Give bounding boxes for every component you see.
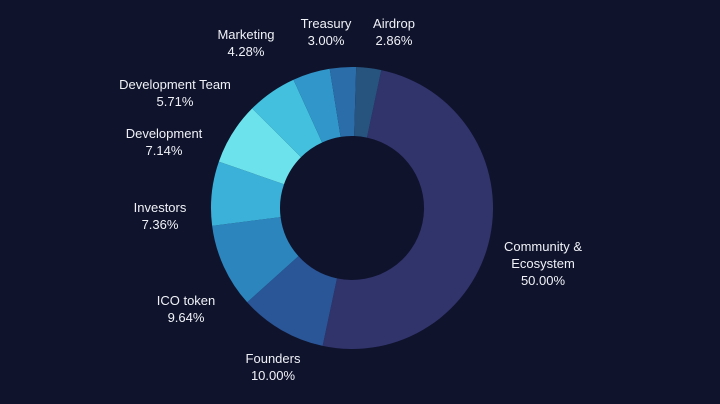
label-community-ecosystem-value: 50.00% (520, 273, 566, 288)
label-ico-token-name: ICO token (156, 293, 216, 308)
label-marketing-name: Marketing (217, 27, 275, 42)
label-airdrop-name: Airdrop (373, 16, 415, 31)
slice-development-team (252, 79, 323, 158)
slice-ico-token (212, 217, 299, 303)
label-founders-name: Founders (245, 351, 301, 366)
slice-community-ecosystem (322, 70, 494, 350)
label-development-value: 7.14% (145, 143, 183, 158)
label-airdrop-value: 2.86% (375, 33, 413, 48)
label-treasury: Treasury 3.00% (301, 15, 352, 49)
label-development-team-value: 5.71% (156, 94, 194, 109)
label-founders: Founders 10.00% (246, 350, 301, 384)
slice-airdrop (354, 67, 382, 138)
slice-investors (211, 161, 285, 226)
label-founders-value: 10.00% (250, 368, 296, 383)
label-community-ecosystem-name: Community & Ecosystem (503, 239, 583, 271)
label-marketing: Marketing 4.28% (217, 26, 274, 60)
label-marketing-value: 4.28% (227, 44, 265, 59)
slice-treasury (329, 66, 357, 137)
label-investors: Investors 7.36% (134, 199, 187, 233)
label-investors-value: 7.36% (141, 217, 179, 232)
label-investors-name: Investors (133, 200, 187, 215)
label-community-ecosystem: Community & Ecosystem 50.00% (504, 238, 582, 289)
label-airdrop: Airdrop 2.86% (373, 15, 415, 49)
label-ico-token: ICO token 9.64% (157, 292, 216, 326)
label-development-team-name: Development Team (119, 77, 231, 92)
label-development-name: Development (125, 126, 203, 141)
label-treasury-name: Treasury (300, 16, 352, 31)
slice-development (218, 108, 302, 185)
label-treasury-value: 3.00% (307, 33, 345, 48)
label-development: Development 7.14% (126, 125, 203, 159)
slice-founders (247, 256, 338, 346)
label-ico-token-value: 9.64% (167, 310, 205, 325)
slice-marketing (293, 68, 341, 143)
label-development-team: Development Team 5.71% (119, 76, 231, 110)
